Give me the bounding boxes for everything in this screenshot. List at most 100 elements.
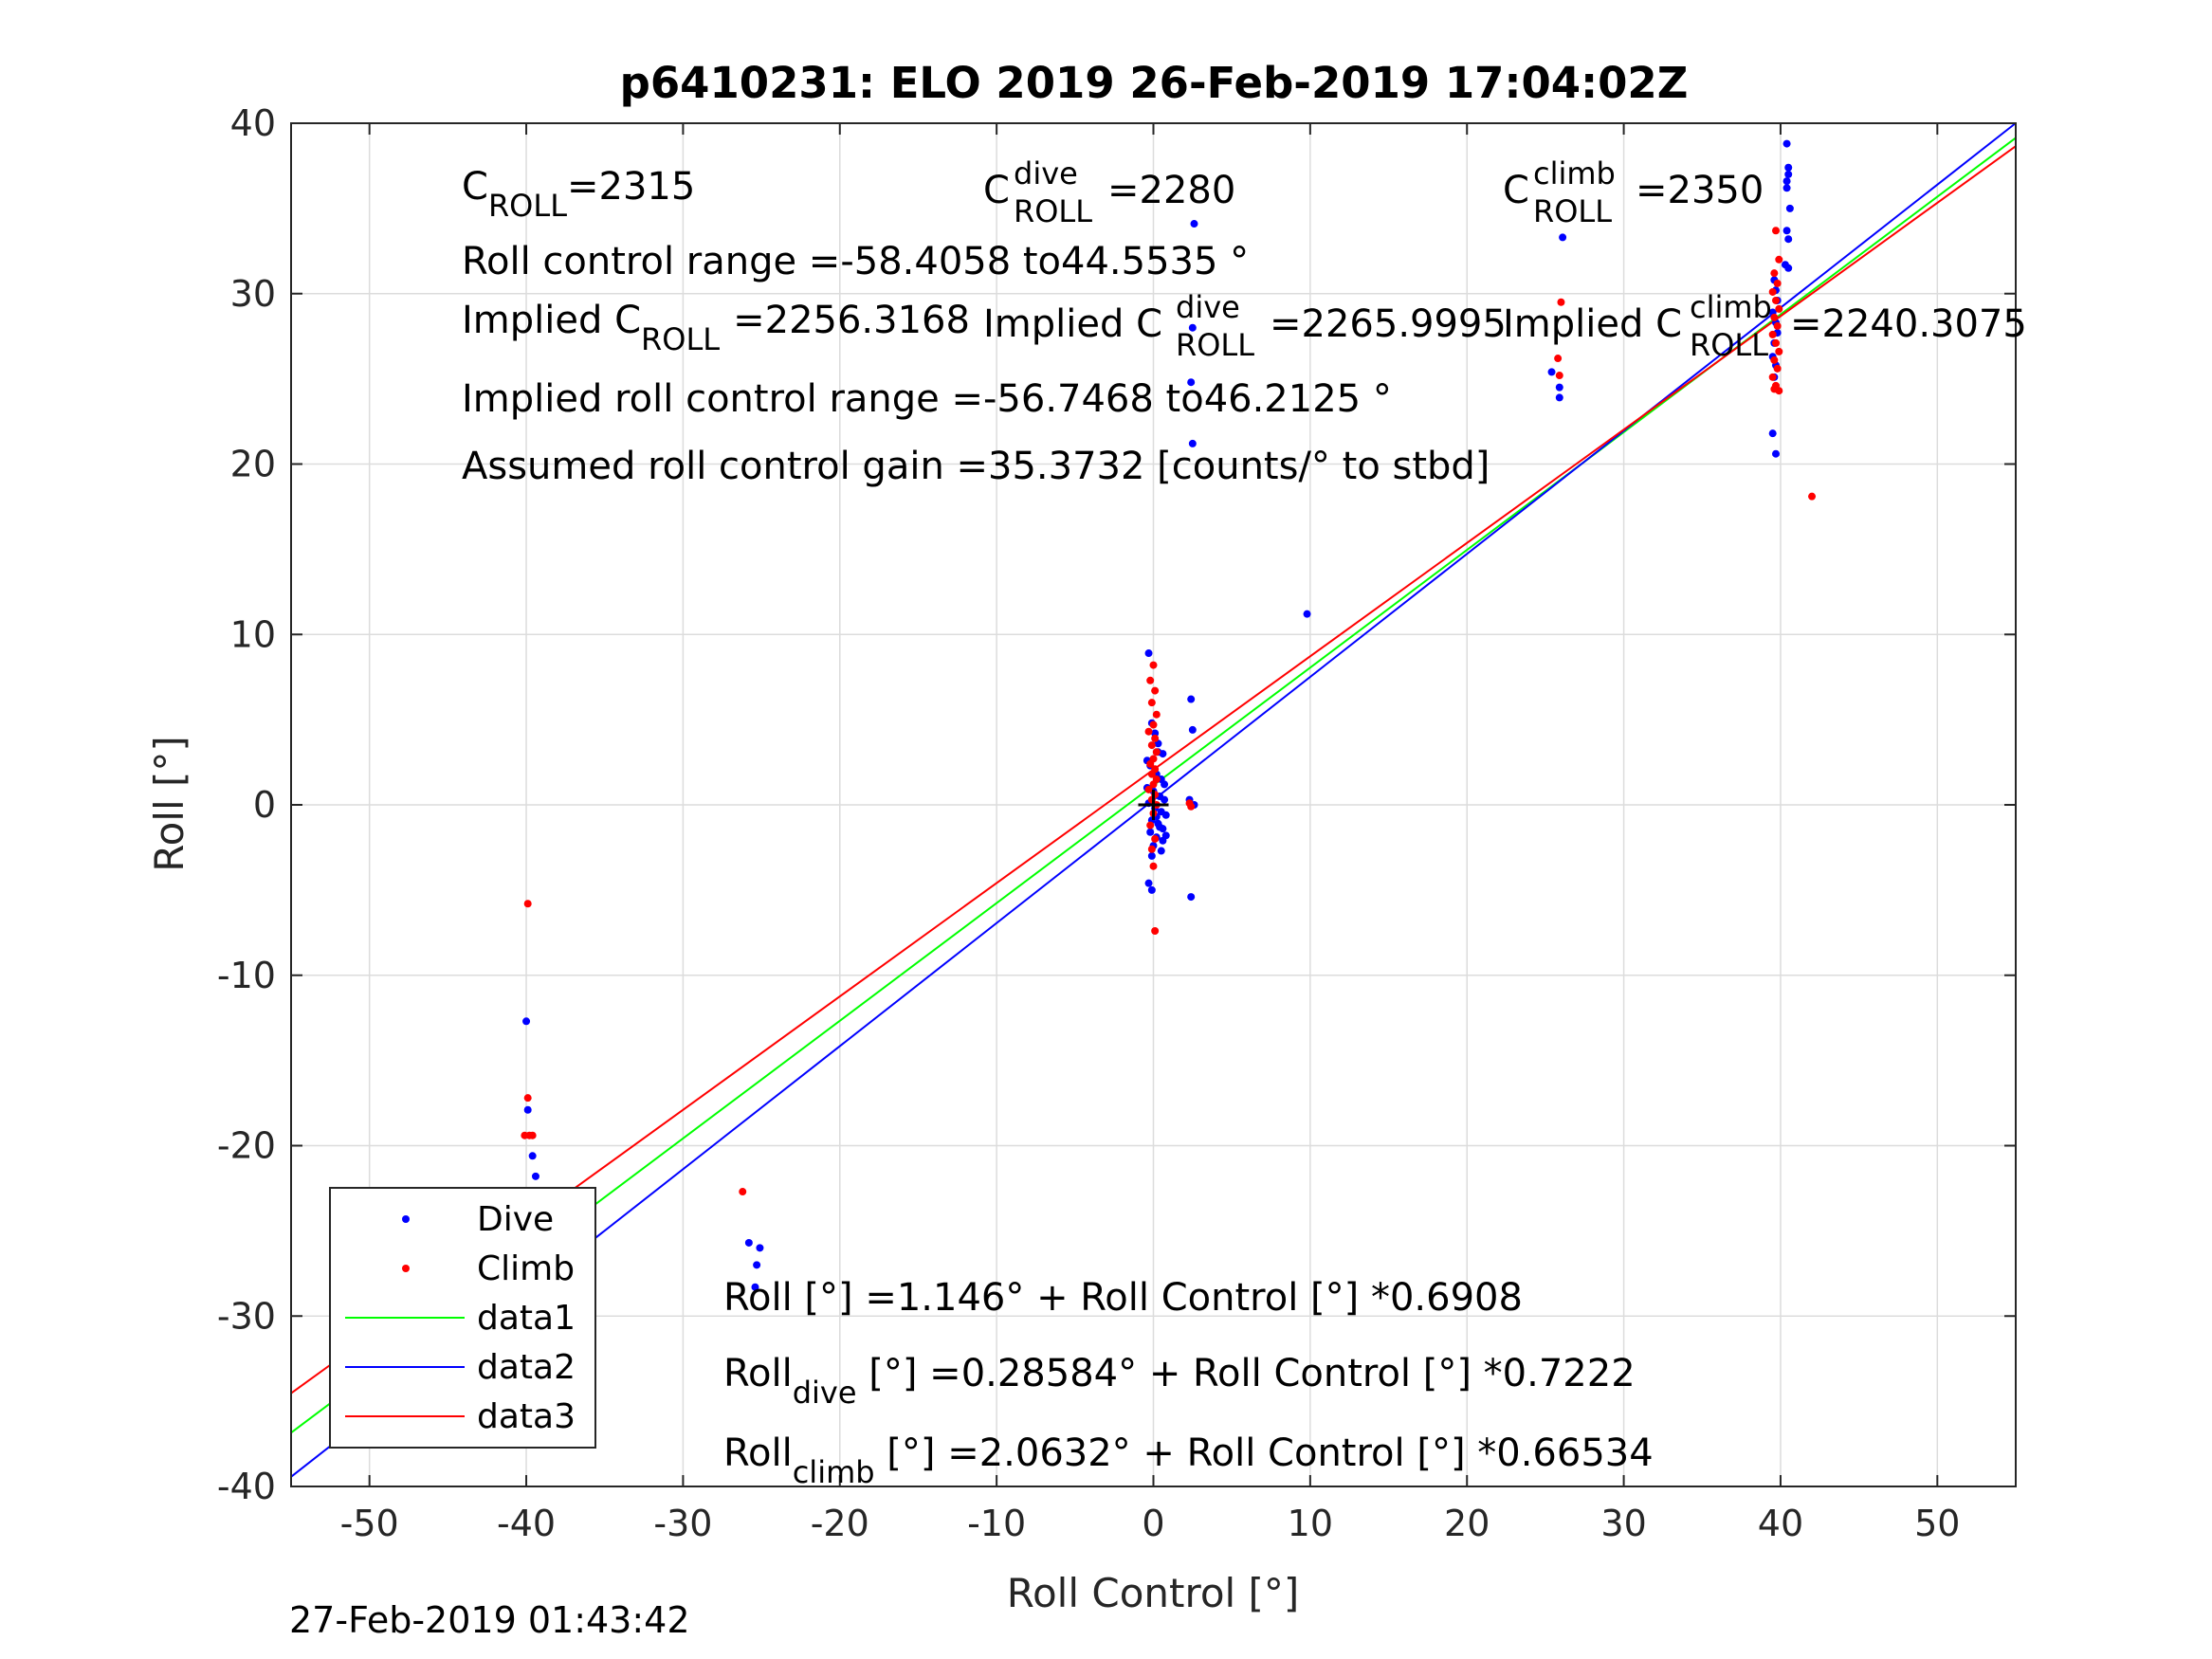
point-dive xyxy=(756,1244,764,1252)
axis-ticks: -50 -40 -30 -20 -10 0 10 20 30 40 50 -40 -30 -20 -10 0 1… xyxy=(217,102,2016,1544)
point-climb xyxy=(1770,269,1779,278)
annotation-implied-c-roll-dive-sup: dive xyxy=(1176,289,1240,325)
point-climb xyxy=(1557,298,1565,306)
point-dive xyxy=(1161,831,1170,840)
annotation-implied-c-roll-dive-sub: ROLL xyxy=(1176,327,1254,363)
point-dive xyxy=(1161,811,1170,819)
legend-label-data3: data3 xyxy=(477,1397,576,1436)
point-climb xyxy=(1775,255,1783,264)
y-tick-label: 40 xyxy=(230,102,276,144)
point-climb xyxy=(1149,862,1158,870)
y-tick-label: 30 xyxy=(230,273,276,315)
point-dive xyxy=(1559,233,1567,242)
point-dive xyxy=(1188,439,1197,447)
annotation-fit-dive: Rolldive [°] =0.28584° + Roll Control [°… xyxy=(723,1352,1636,1411)
y-tick-label: 20 xyxy=(230,444,276,485)
annotation-assumed-gain: Assumed roll control gain =35.3732 [coun… xyxy=(462,445,1490,488)
point-climb xyxy=(1768,287,1777,296)
point-climb xyxy=(1808,492,1817,501)
point-climb xyxy=(1151,734,1160,742)
point-climb xyxy=(1770,385,1779,393)
annotation-c-roll-climb-sup: climb xyxy=(1533,155,1616,191)
point-climb xyxy=(523,900,532,908)
point-dive xyxy=(1159,750,1167,758)
x-axis-label: Roll Control [°] xyxy=(1007,1570,1300,1616)
legend-label-dive: Dive xyxy=(477,1200,554,1239)
point-dive xyxy=(1782,177,1791,186)
legend-label-data1: data1 xyxy=(477,1299,576,1338)
legend-marker-dive xyxy=(402,1215,410,1223)
legend: Dive Climb data1 data2 data3 xyxy=(329,1187,596,1449)
point-climb xyxy=(1149,661,1158,669)
point-climb xyxy=(1146,676,1155,684)
legend-marker-climb xyxy=(402,1265,410,1272)
point-climb xyxy=(1147,770,1156,778)
point-climb xyxy=(1151,686,1160,695)
y-tick-label: -10 xyxy=(217,955,276,996)
point-dive xyxy=(1782,139,1791,148)
annotation-fit-all: Roll [°] =1.146° + Roll Control [°] *0.6… xyxy=(723,1276,1523,1320)
point-climb xyxy=(1770,356,1779,364)
point-dive xyxy=(1768,429,1777,438)
annotation-implied-c-roll-climb: Implied C xyxy=(1503,302,1682,346)
point-dive xyxy=(751,1283,759,1291)
x-tick-label: -20 xyxy=(811,1503,869,1544)
point-climb xyxy=(1773,321,1782,330)
point-climb xyxy=(1151,927,1160,936)
point-climb xyxy=(1152,748,1161,757)
annotation-implied-c-roll-dive: Implied C xyxy=(983,302,1162,346)
annotation-c-roll-dive-value: =2280 xyxy=(1107,169,1235,212)
point-climb xyxy=(1773,279,1782,287)
point-climb xyxy=(1187,802,1196,811)
annotation-implied-c-roll-dive-value: =2265.9995 xyxy=(1270,302,1507,346)
point-climb xyxy=(1147,845,1156,853)
point-climb xyxy=(1144,785,1153,793)
y-tick-label: -20 xyxy=(217,1125,276,1167)
point-dive xyxy=(1784,170,1793,178)
point-climb xyxy=(1144,727,1153,736)
annotation-c-roll-dive: C xyxy=(983,169,1010,212)
x-tick-label: 50 xyxy=(1914,1503,1960,1544)
y-tick-label: -30 xyxy=(217,1295,276,1337)
point-dive xyxy=(523,1105,532,1114)
point-dive xyxy=(1555,383,1563,392)
point-dive xyxy=(1782,227,1791,235)
point-climb xyxy=(1149,780,1158,789)
point-climb xyxy=(1147,699,1156,707)
point-dive xyxy=(1187,378,1196,387)
point-climb xyxy=(1775,347,1783,356)
x-tick-label: -30 xyxy=(653,1503,712,1544)
point-dive xyxy=(1785,204,1794,212)
annotation-c-roll-dive-sub: ROLL xyxy=(1014,193,1092,229)
y-tick-label: 10 xyxy=(230,613,276,655)
annotation-implied-c-roll-climb-sub: ROLL xyxy=(1690,327,1768,363)
point-climb xyxy=(1771,338,1780,347)
point-climb xyxy=(1771,227,1780,235)
y-tick-label: -40 xyxy=(217,1466,276,1507)
point-dive xyxy=(1188,323,1197,332)
point-climb xyxy=(1146,759,1155,768)
point-dive xyxy=(1161,795,1169,804)
annotation-roll-control-range: Roll control range =-58.4058 to44.5535 ° xyxy=(462,240,1249,283)
x-tick-label: 30 xyxy=(1600,1503,1646,1544)
point-climb xyxy=(523,1094,532,1103)
x-tick-label: 20 xyxy=(1444,1503,1490,1544)
point-dive xyxy=(1303,610,1311,618)
annotation-fit-climb: Rollclimb [°] =2.0632° + Roll Control [°… xyxy=(723,1431,1654,1490)
point-dive xyxy=(753,1261,761,1269)
point-dive xyxy=(1771,449,1780,458)
annotation-c-roll-climb-value: =2350 xyxy=(1636,169,1764,212)
annotation-implied-c-roll-climb-value: =2240.3075 xyxy=(1790,302,2027,346)
point-climb xyxy=(528,1131,537,1139)
origin-cross-marker xyxy=(1138,790,1169,820)
annotation-implied-roll-control-range: Implied roll control range =-56.7468 to4… xyxy=(462,377,1392,421)
point-dive xyxy=(1156,823,1164,831)
point-climb xyxy=(1152,710,1161,719)
point-dive xyxy=(1784,235,1793,244)
annotation-c-roll-dive-sup: dive xyxy=(1014,155,1078,191)
chart-title: p6410231: ELO 2019 26-Feb-2019 17:04:02Z xyxy=(620,58,1689,108)
point-dive xyxy=(744,1238,753,1247)
point-climb xyxy=(1775,304,1783,313)
point-dive xyxy=(1547,368,1556,376)
